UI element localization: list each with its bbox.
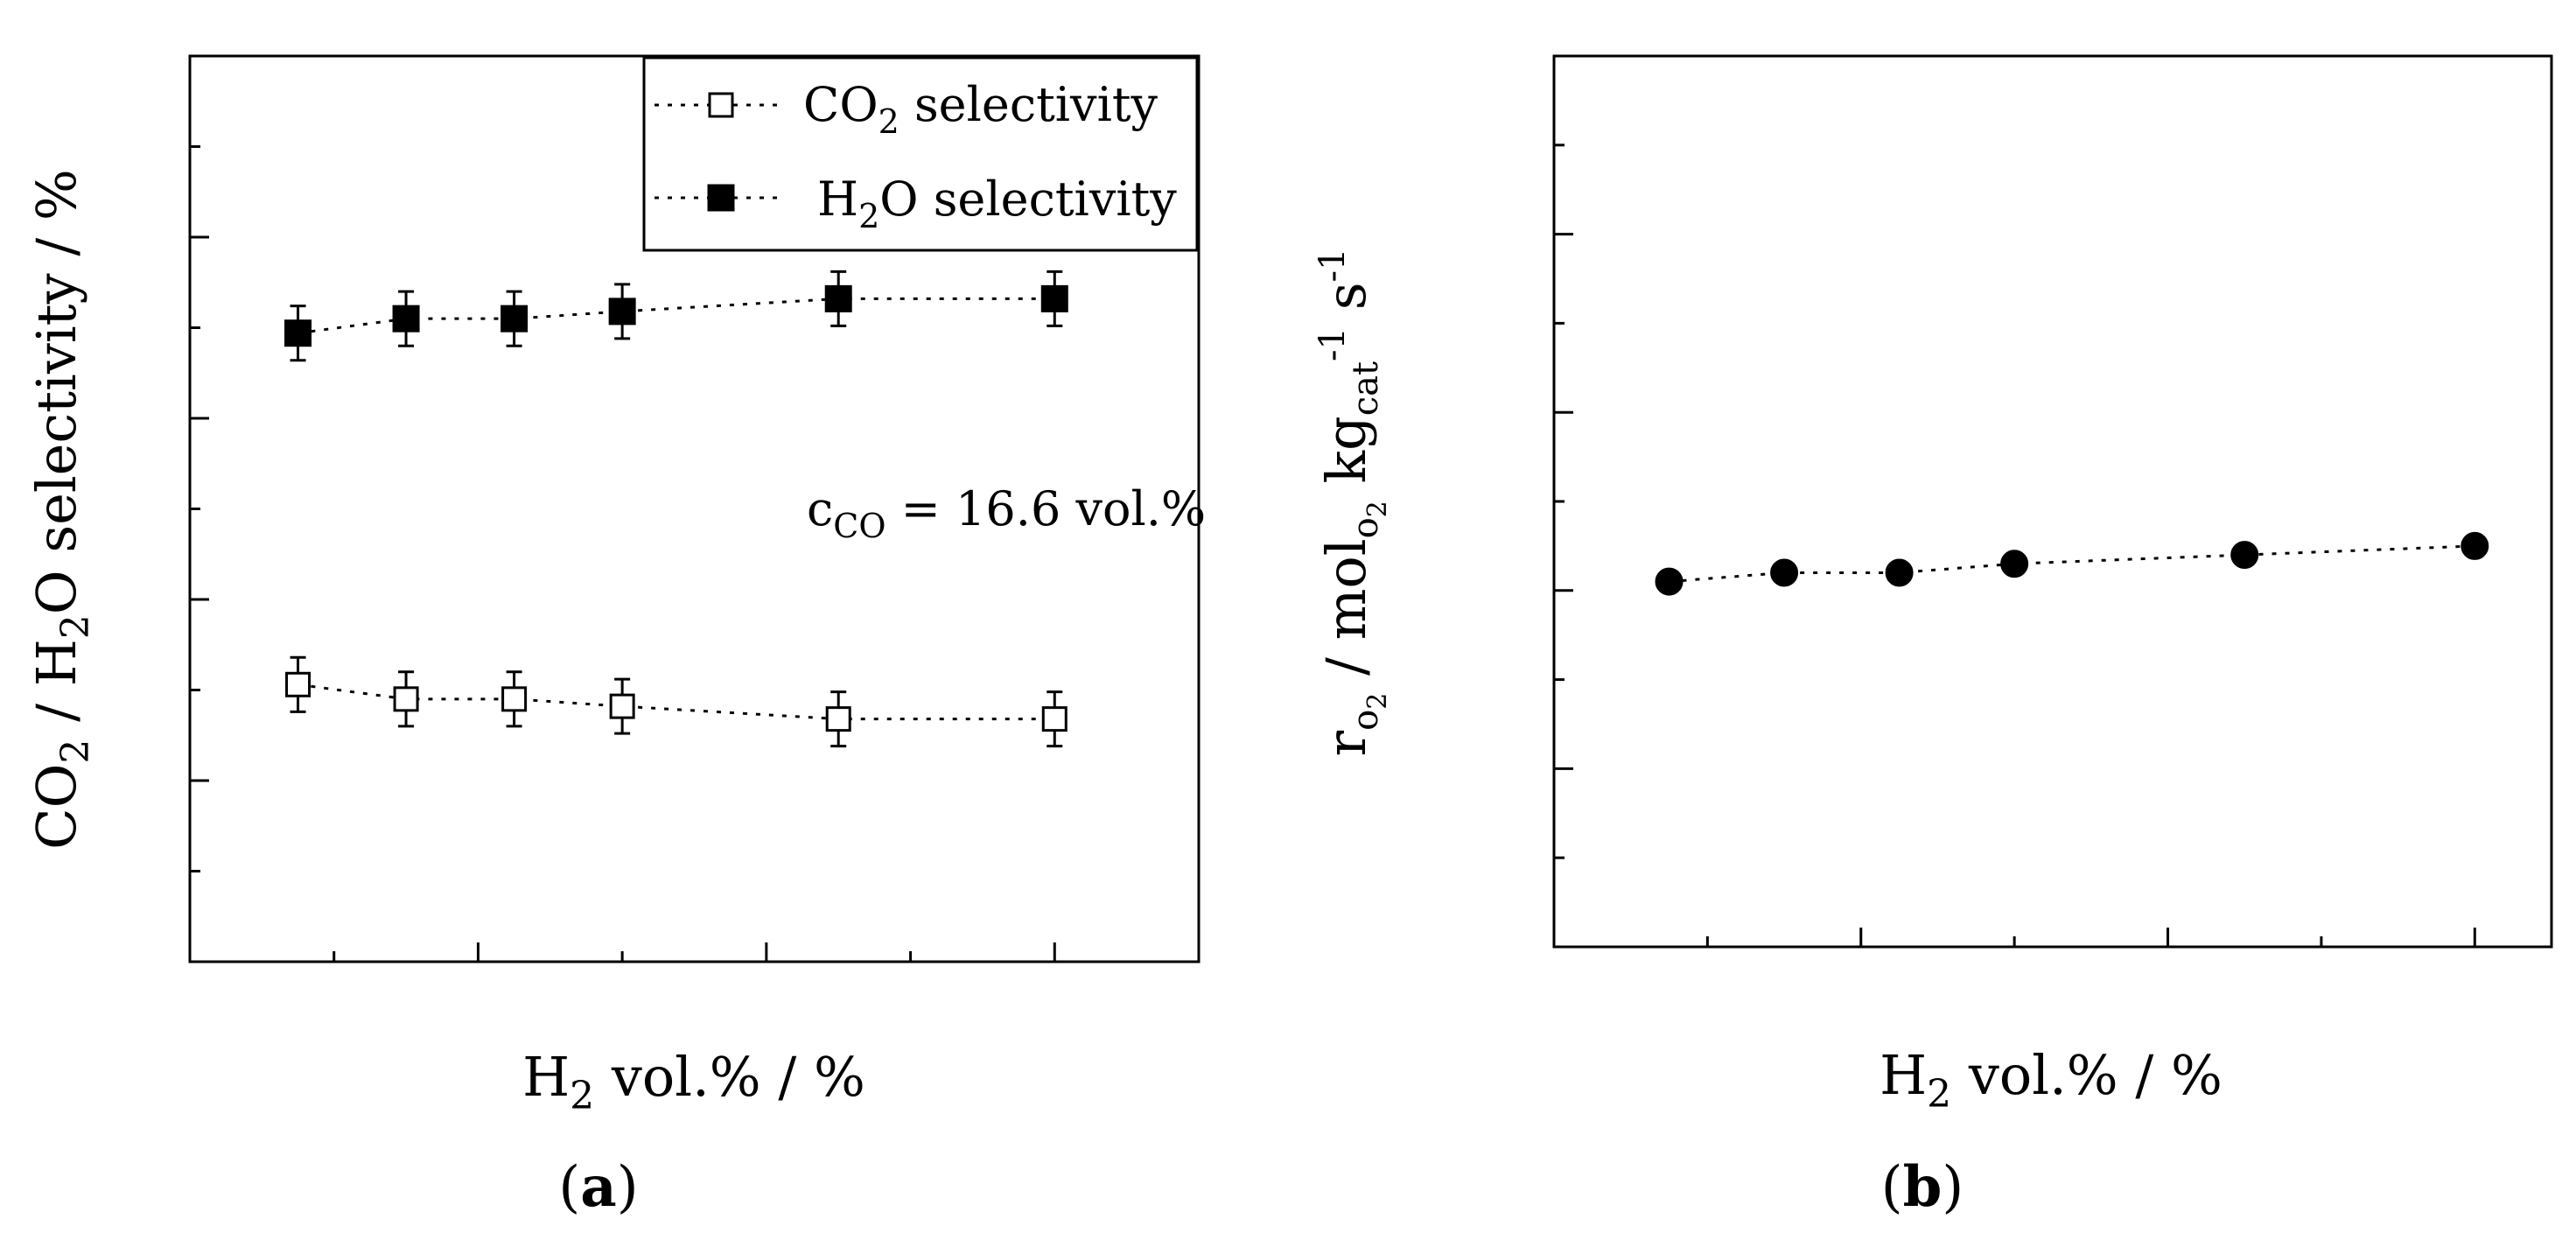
data-point — [608, 298, 636, 326]
panel-a-label: (a) — [558, 1154, 638, 1220]
data-point — [501, 686, 528, 712]
panel-a-y-axis-title: CO2 / H2O selectivity / % — [24, 169, 98, 850]
legend-marker-co2 — [708, 92, 734, 118]
data-point — [1040, 284, 1068, 312]
data-point — [1655, 567, 1684, 596]
data-point — [824, 284, 852, 312]
data-point — [393, 686, 419, 712]
panel-a-chart: CO2 selectivity H2O selectivity cCO = 16… — [24, 54, 1206, 1220]
data-point — [1041, 706, 1068, 732]
panel-a-x-axis-title: H2 vol.% / % — [522, 1045, 865, 1118]
data-point — [1885, 558, 1914, 587]
data-point — [1770, 558, 1799, 587]
panel-a-legend: CO2 selectivity H2O selectivity — [642, 56, 1199, 252]
series-line — [298, 683, 1055, 721]
legend-label-h2o: H2O selectivity — [817, 172, 1177, 235]
panel-b-chart: H2 vol.% / % ro2 / molo2 kgcat-1 s-1 (b) — [1312, 54, 2553, 1220]
panel-b-plot-frame — [1552, 54, 2553, 949]
series-line — [1669, 544, 2475, 584]
data-point — [284, 319, 312, 347]
panel-a-series — [284, 270, 1068, 748]
panel-a-ticks — [188, 54, 1200, 963]
data-point — [285, 671, 312, 697]
legend-box — [642, 56, 1199, 252]
data-point — [2230, 541, 2259, 570]
panel-b-y-axis-title: ro2 / molo2 kgcat-1 s-1 — [1312, 248, 1393, 756]
data-point — [500, 305, 528, 333]
data-point — [2460, 531, 2489, 560]
data-point — [609, 693, 635, 719]
panel-b-series — [1655, 531, 2489, 596]
concentration-annotation: cCO = 16.6 vol.% — [807, 481, 1206, 545]
data-point — [825, 706, 851, 732]
data-point — [392, 305, 420, 333]
panel-b-x-axis-title: H2 vol.% / % — [1880, 1043, 2222, 1117]
legend-marker-h2o — [707, 184, 735, 212]
data-point — [2000, 550, 2029, 578]
series-line — [298, 297, 1055, 335]
panel-b-label: (b) — [1881, 1154, 1964, 1220]
legend-label-co2: CO2 selectivity — [803, 77, 1158, 141]
panel-b-ticks — [1552, 54, 2476, 949]
